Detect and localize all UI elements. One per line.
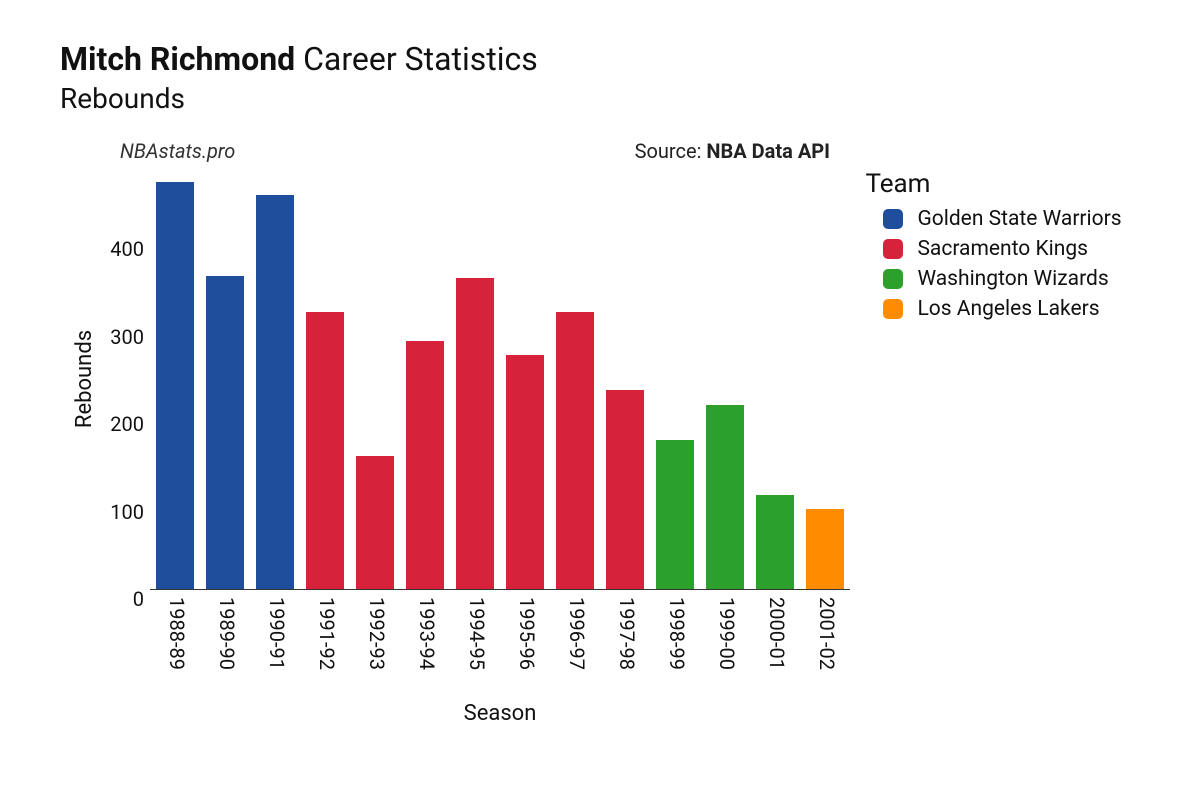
bar (156, 182, 194, 589)
legend-swatch (883, 269, 903, 289)
bar (556, 312, 594, 589)
bar (406, 341, 444, 589)
title-name: Mitch Richmond (60, 40, 295, 78)
chart-row: Rebounds 0100200300400 Season 1988-89198… (60, 169, 1160, 729)
x-tick-label: 1990-91 (265, 597, 289, 670)
x-tick-label: 1992-93 (365, 597, 389, 670)
y-tick-label: 100 (96, 500, 144, 524)
y-tick-label: 400 (96, 237, 144, 261)
source-name: NBA Data API (706, 139, 830, 163)
y-axis-label: Rebounds (72, 330, 97, 428)
x-tick-label: 1991-92 (315, 597, 339, 670)
legend-item: Washington Wizards (865, 267, 1160, 291)
chart-subtitle: Rebounds (60, 82, 1160, 115)
legend-label: Los Angeles Lakers (917, 297, 1099, 321)
y-tick-label: 0 (96, 587, 144, 611)
y-tick-label: 300 (96, 325, 144, 349)
legend-item: Sacramento Kings (865, 237, 1160, 261)
legend-label: Washington Wizards (917, 267, 1108, 291)
x-tick-label: 1988-89 (165, 597, 189, 670)
legend: Team Golden State Warriors Sacramento Kin… (845, 169, 1160, 729)
x-tick-label: 1996-97 (565, 597, 589, 670)
attribution-row: NBAstats.pro Source: NBA Data API (120, 139, 830, 163)
x-tick-label: 1993-94 (415, 597, 439, 670)
bar (356, 456, 394, 589)
x-tick-label: 1998-99 (665, 597, 689, 670)
chart-title: Mitch Richmond Career Statistics (60, 40, 1160, 78)
bar (656, 440, 694, 589)
title-suffix: Career Statistics (295, 40, 538, 78)
legend-swatch (883, 239, 903, 259)
bar (256, 195, 294, 589)
x-axis-line (150, 589, 850, 590)
chart-container: Mitch Richmond Career Statistics Rebound… (0, 0, 1200, 800)
bar (206, 276, 244, 589)
bar (506, 355, 544, 589)
chart-plot-area: Rebounds 0100200300400 Season 1988-89198… (60, 169, 845, 729)
x-axis-label: Season (150, 701, 850, 726)
plot-region: 0100200300400 (150, 169, 850, 589)
legend-item: Golden State Warriors (865, 207, 1160, 231)
legend-title: Team (865, 169, 1160, 199)
bar (456, 278, 494, 589)
x-tick-label: 2000-01 (765, 597, 789, 670)
site-credit: NBAstats.pro (120, 139, 235, 163)
bar (306, 312, 344, 589)
legend-swatch (883, 299, 903, 319)
x-tick-label: 1995-96 (515, 597, 539, 670)
x-tick-label: 1994-95 (465, 597, 489, 670)
y-tick-label: 200 (96, 412, 144, 436)
data-source: Source: NBA Data API (635, 139, 830, 163)
legend-label: Golden State Warriors (917, 207, 1121, 231)
legend-label: Sacramento Kings (917, 237, 1088, 261)
legend-swatch (883, 209, 903, 229)
legend-item: Los Angeles Lakers (865, 297, 1160, 321)
source-prefix: Source: (635, 139, 707, 163)
bar (806, 509, 844, 590)
x-tick-label: 2001-02 (815, 597, 839, 670)
x-tick-label: 1989-90 (215, 597, 239, 670)
x-tick-label: 1999-00 (715, 597, 739, 670)
bar (706, 405, 744, 589)
bar (606, 390, 644, 590)
bar (756, 495, 794, 590)
x-tick-label: 1997-98 (615, 597, 639, 670)
